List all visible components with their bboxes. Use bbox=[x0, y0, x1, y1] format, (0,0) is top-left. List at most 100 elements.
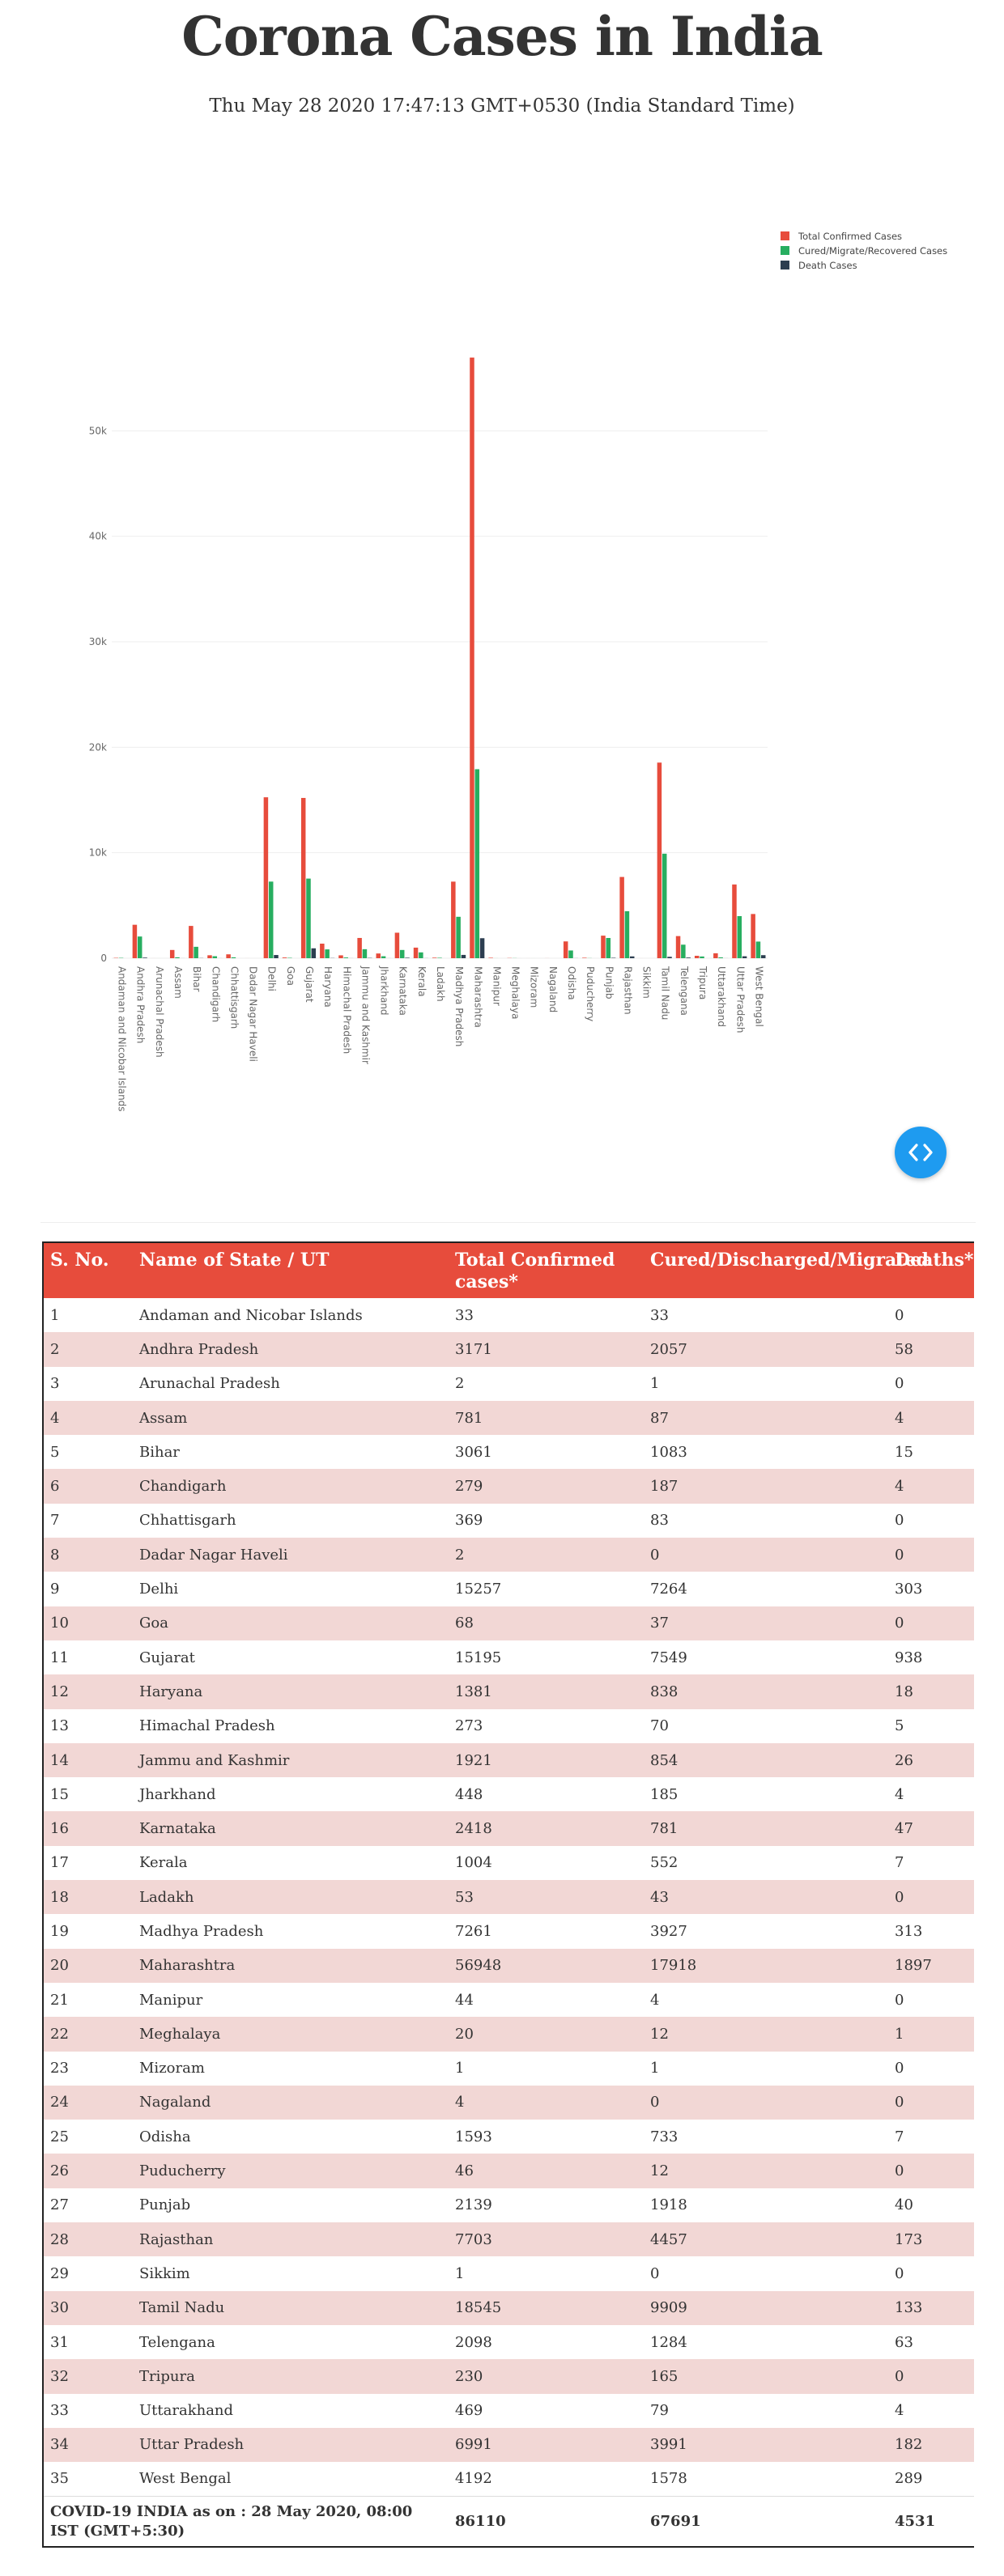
cell-confirmed: 781 bbox=[449, 1400, 644, 1436]
y-tick-label: 0 bbox=[100, 953, 107, 964]
table-row: 9 Delhi 15257 7264 303 bbox=[44, 1572, 974, 1606]
x-tick-label: Gujarat bbox=[304, 966, 315, 1003]
cell-sno: 4 bbox=[44, 1400, 133, 1436]
cell-deaths: 47 bbox=[888, 1811, 974, 1846]
bar-cured bbox=[606, 938, 611, 958]
header-cured: Cured/Discharged/Migrated bbox=[644, 1243, 929, 1298]
cell-deaths: 0 bbox=[888, 1366, 974, 1401]
section-divider bbox=[40, 1222, 976, 1223]
cell-state: Tripura bbox=[133, 2359, 449, 2394]
header-state: Name of State / UT bbox=[133, 1243, 449, 1298]
x-tick-label: Uttarakhand bbox=[716, 966, 727, 1027]
x-tick-label: Madhya Pradesh bbox=[453, 966, 465, 1046]
cell-state: Tamil Nadu bbox=[133, 2290, 449, 2325]
x-tick-label: Tamil Nadu bbox=[660, 965, 671, 1020]
x-tick-label: Kerala bbox=[416, 966, 428, 997]
cell-sno: 15 bbox=[44, 1777, 133, 1812]
cell-state: Odisha bbox=[133, 2120, 449, 2154]
cell-sno: 35 bbox=[44, 2462, 133, 2497]
cell-confirmed: 4 bbox=[449, 2085, 644, 2120]
cell-confirmed: 7703 bbox=[449, 2222, 644, 2257]
bar-confirmed bbox=[601, 936, 606, 958]
x-tick-label: Ladakh bbox=[435, 966, 446, 1002]
table-row: 18 Ladakh 53 43 0 bbox=[44, 1880, 974, 1915]
cell-state: Mizoram bbox=[133, 2051, 449, 2086]
cell-cured: 1578 bbox=[644, 2462, 888, 2497]
legend-label: Cured/Migrate/Recovered Cases bbox=[798, 245, 947, 257]
bar-confirmed bbox=[413, 947, 419, 958]
cell-sno: 25 bbox=[44, 2120, 133, 2154]
cell-cured: 3991 bbox=[644, 2427, 888, 2463]
cell-sno: 27 bbox=[44, 2188, 133, 2223]
cell-confirmed: 369 bbox=[449, 1503, 644, 1538]
bar-cured bbox=[212, 956, 218, 958]
cell-deaths: 4 bbox=[888, 2393, 974, 2428]
bar-cured bbox=[681, 944, 686, 958]
cell-confirmed: 1593 bbox=[449, 2120, 644, 2154]
bar-confirmed bbox=[470, 357, 474, 959]
cell-state: Chandigarh bbox=[133, 1469, 449, 1504]
cell-confirmed: 2 bbox=[449, 1538, 644, 1572]
bar-deaths bbox=[629, 956, 635, 958]
bar-confirmed bbox=[300, 797, 306, 958]
y-tick-label: 50k bbox=[89, 425, 107, 436]
cell-cured: 83 bbox=[644, 1503, 888, 1538]
bar-confirmed bbox=[226, 954, 231, 958]
x-tick-label: Uttar Pradesh bbox=[734, 966, 746, 1033]
cell-cured: 4 bbox=[644, 1982, 888, 2018]
bar-deaths bbox=[461, 954, 466, 958]
x-tick-label: West Bengal bbox=[753, 966, 764, 1027]
table-row: 3 Arunachal Pradesh 2 1 0 bbox=[44, 1366, 974, 1401]
x-tick-label: Manipur bbox=[491, 966, 502, 1006]
cell-sno: 20 bbox=[44, 1948, 133, 1983]
cell-confirmed: 4192 bbox=[449, 2462, 644, 2497]
x-tick-label: Mizoram bbox=[529, 966, 540, 1008]
bar-cured bbox=[194, 946, 198, 958]
cell-confirmed: 1 bbox=[449, 2051, 644, 2086]
bar-confirmed bbox=[394, 932, 400, 958]
code-toggle-button[interactable] bbox=[895, 1127, 947, 1178]
cell-sno: 7 bbox=[44, 1503, 133, 1538]
bar-deaths bbox=[667, 957, 672, 958]
cell-sno: 8 bbox=[44, 1538, 133, 1572]
bar-confirmed bbox=[582, 957, 587, 958]
legend-label: Total Confirmed Cases bbox=[798, 231, 902, 242]
cell-cured: 12 bbox=[644, 2154, 888, 2188]
cell-deaths: 938 bbox=[888, 1640, 974, 1675]
cell-cured: 185 bbox=[644, 1777, 888, 1812]
bar-deaths bbox=[760, 955, 766, 958]
cell-state: Punjab bbox=[133, 2188, 449, 2223]
y-tick-label: 10k bbox=[89, 847, 107, 859]
bar-cured bbox=[399, 949, 405, 958]
legend-swatch bbox=[781, 231, 789, 240]
bar-cured bbox=[175, 957, 180, 958]
bar-cured bbox=[700, 956, 704, 958]
cases-table: S. No. Name of State / UT Total Confirme… bbox=[44, 1243, 983, 2547]
cell-deaths: 63 bbox=[888, 2324, 974, 2360]
cell-sno: 10 bbox=[44, 1606, 133, 1640]
x-tick-label: Jammu and Kashmir bbox=[359, 965, 371, 1064]
bar-cured bbox=[737, 915, 742, 958]
cell-state: Manipur bbox=[133, 1982, 449, 2018]
bar-cured bbox=[231, 957, 236, 958]
bar-confirmed bbox=[432, 957, 437, 958]
bar-confirmed bbox=[338, 955, 343, 958]
cell-cured: 3927 bbox=[644, 1914, 888, 1949]
cell-cured: 37 bbox=[644, 1606, 888, 1640]
cell-sno: 24 bbox=[44, 2085, 133, 2120]
cell-cured: 1 bbox=[644, 1366, 888, 1401]
x-tick-label: Tripura bbox=[697, 965, 708, 999]
cell-cured: 7264 bbox=[644, 1572, 888, 1606]
bar-deaths bbox=[143, 957, 147, 958]
cell-confirmed: 279 bbox=[449, 1469, 644, 1504]
cell-cured: 187 bbox=[644, 1469, 888, 1504]
cell-state: Madhya Pradesh bbox=[133, 1914, 449, 1949]
cell-state: Delhi bbox=[133, 1572, 449, 1606]
cell-cured: 1284 bbox=[644, 2324, 888, 2360]
bar-deaths bbox=[610, 957, 616, 958]
header-deaths: Deaths** bbox=[888, 1243, 983, 1298]
cell-sno: 13 bbox=[44, 1708, 133, 1743]
cell-state: Gujarat bbox=[133, 1640, 449, 1675]
cell-sno: 16 bbox=[44, 1811, 133, 1846]
cell-deaths: 0 bbox=[888, 1880, 974, 1915]
